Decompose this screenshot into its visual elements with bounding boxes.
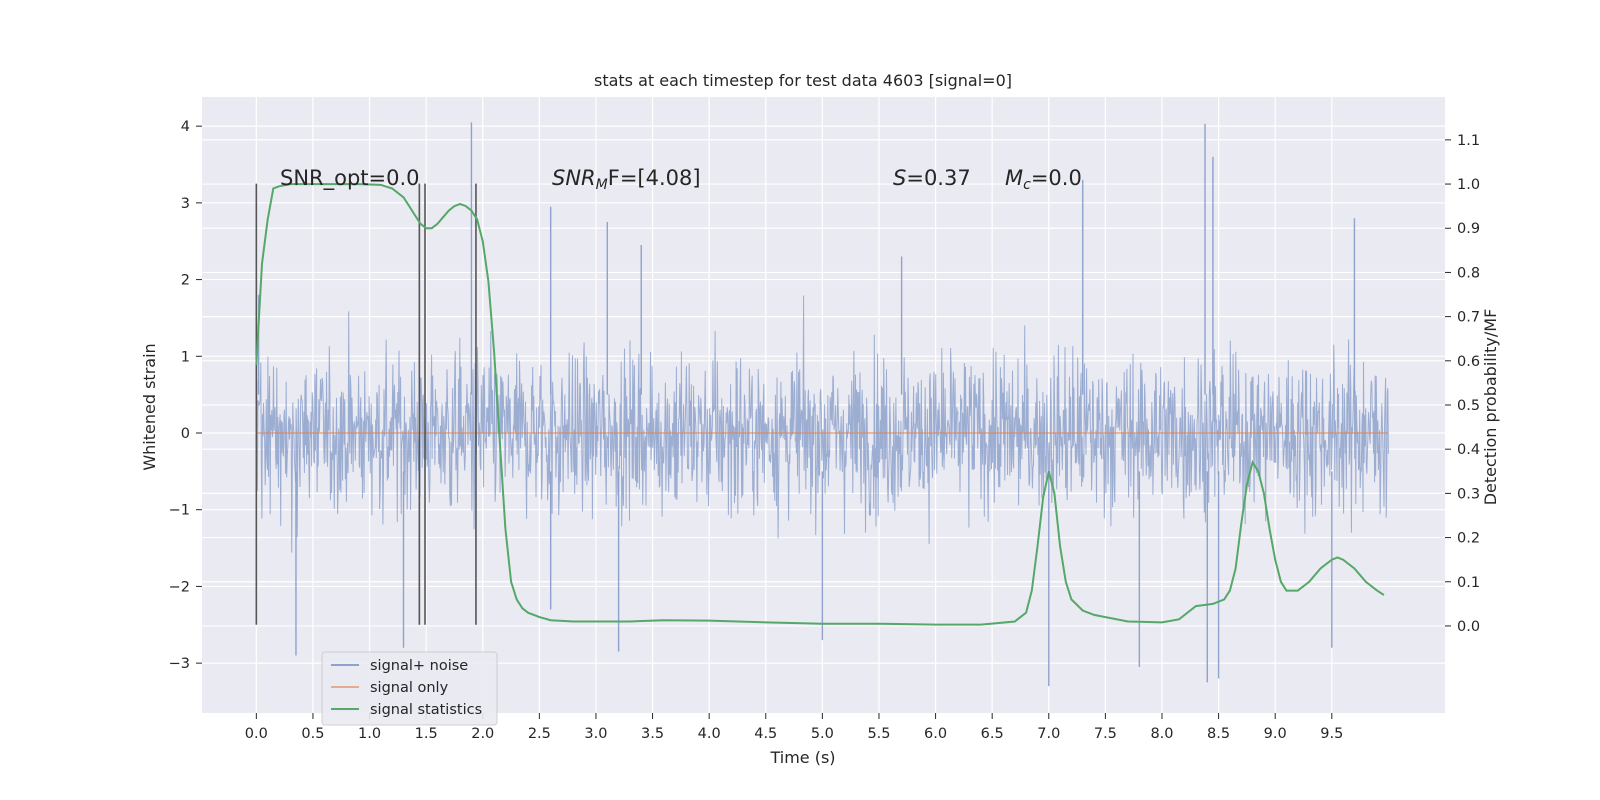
x-tick-label: 4.5 <box>754 726 777 742</box>
y2-tick-label: 0.7 <box>1457 310 1480 326</box>
y2-tick-label: 0.1 <box>1457 575 1480 591</box>
y2-axis-label: Detection probability/MF <box>1481 309 1500 506</box>
y2-tick-label: 0.5 <box>1457 398 1480 414</box>
x-tick-label: 0.5 <box>301 726 324 742</box>
y2-axis-ticks: 0.0 0.1 0.2 0.3 0.4 0.5 0.6 0.7 0.8 0.9 1.0 1.1 <box>1445 133 1480 635</box>
s-value: =0.37 <box>906 166 970 190</box>
x-tick-label: 7.5 <box>1094 726 1117 742</box>
snr-mf-prefix: SNR <box>552 166 596 190</box>
legend-box <box>321 651 498 726</box>
legend: signal+ noise signal only signal statist… <box>321 651 498 726</box>
y2-tick-label: 1.1 <box>1457 133 1480 149</box>
y-tick-label: 4 <box>181 119 190 135</box>
s-label: S <box>893 166 906 190</box>
y-axis-label: Whitened strain <box>140 343 159 470</box>
snr-mf-sub: M <box>596 177 608 193</box>
y2-tick-label: 0.3 <box>1457 486 1480 502</box>
x-tick-label: 5.0 <box>811 726 834 742</box>
legend-label-signal-only: signal only <box>370 680 449 696</box>
x-tick-label: 5.5 <box>867 726 890 742</box>
y2-tick-label: 0.4 <box>1457 442 1480 458</box>
y-tick-label: −1 <box>169 503 190 519</box>
mc-label: M <box>1005 166 1023 190</box>
series-signal-statistics <box>255 183 1385 626</box>
legend-label-signal-plus-noise: signal+ noise <box>370 658 468 674</box>
y-tick-label: 1 <box>181 349 190 365</box>
mc-value: =0.0 <box>1031 166 1082 190</box>
vertical-markers <box>255 183 477 625</box>
y2-tick-label: 0.8 <box>1457 265 1480 281</box>
signal-statistics-line <box>255 183 1385 626</box>
y-tick-label: 0 <box>181 426 190 442</box>
x-tick-label: 4.0 <box>698 726 721 742</box>
y-axis-ticks: −3 −2 −1 0 1 2 3 4 <box>169 119 202 672</box>
y-tick-label: 2 <box>181 273 190 289</box>
mc-sub: c <box>1023 177 1031 193</box>
x-tick-label: 1.0 <box>358 726 381 742</box>
y2-tick-label: 0.2 <box>1457 531 1480 547</box>
y2-tick-label: 0.9 <box>1457 221 1480 237</box>
x-tick-label: 2.0 <box>471 726 494 742</box>
x-axis-ticks: 0.0 0.5 1.0 1.5 2.0 2.5 3.0 3.5 4.0 4.5 5.0 5.5 6.0 6… <box>245 713 1343 742</box>
legend-label-signal-statistics: signal statistics <box>370 702 482 718</box>
x-tick-label: 9.5 <box>1320 726 1343 742</box>
x-axis-label: Time (s) <box>769 748 835 767</box>
y2-tick-label: 0.6 <box>1457 354 1480 370</box>
x-tick-label: 3.0 <box>584 726 607 742</box>
x-tick-label: 6.5 <box>981 726 1004 742</box>
y-tick-label: −3 <box>169 656 190 672</box>
x-tick-label: 8.5 <box>1207 726 1230 742</box>
snr-mf-suffix: F=[4.08] <box>608 166 701 190</box>
x-tick-label: 0.0 <box>245 726 268 742</box>
x-tick-label: 7.0 <box>1037 726 1060 742</box>
x-tick-label: 1.5 <box>415 726 438 742</box>
x-tick-label: 8.0 <box>1150 726 1173 742</box>
annotation-snr-mf: SNRMF=[4.08] <box>552 166 701 193</box>
x-tick-label: 9.0 <box>1264 726 1287 742</box>
y-tick-label: 3 <box>181 196 190 212</box>
y-tick-label: −2 <box>169 579 190 595</box>
x-tick-label: 6.0 <box>924 726 947 742</box>
annotation-s: S=0.37 <box>893 166 971 190</box>
x-tick-label: 2.5 <box>528 726 551 742</box>
y2-tick-label: 0.0 <box>1457 619 1480 635</box>
y2-tick-label: 1.0 <box>1457 177 1480 193</box>
annotation-mc: Mc=0.0 <box>1005 166 1082 193</box>
chart-title: stats at each timestep for test data 460… <box>594 71 1012 90</box>
x-tick-label: 3.5 <box>641 726 664 742</box>
annotation-snr-opt: SNR_opt=0.0 <box>280 166 420 191</box>
